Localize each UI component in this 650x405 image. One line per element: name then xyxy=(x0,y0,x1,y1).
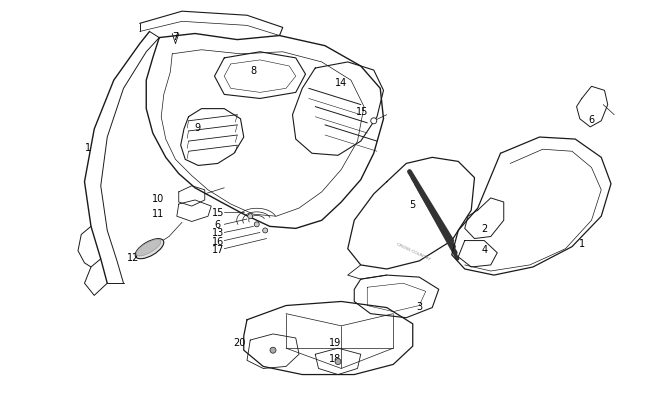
Text: 1: 1 xyxy=(578,238,585,248)
Text: 5: 5 xyxy=(410,200,416,209)
Text: 12: 12 xyxy=(127,252,140,262)
Text: CROSS COUNTRY: CROSS COUNTRY xyxy=(395,241,430,261)
Circle shape xyxy=(370,119,377,124)
Circle shape xyxy=(263,228,268,233)
Circle shape xyxy=(254,222,259,227)
Text: 15: 15 xyxy=(356,107,369,116)
Circle shape xyxy=(335,359,341,364)
Text: 13: 13 xyxy=(212,228,224,238)
Text: 3: 3 xyxy=(416,301,422,311)
Text: 2: 2 xyxy=(481,224,488,234)
Text: 1: 1 xyxy=(84,143,91,153)
Circle shape xyxy=(248,214,253,219)
Text: 16: 16 xyxy=(212,236,224,246)
Ellipse shape xyxy=(136,240,161,256)
Circle shape xyxy=(270,347,276,353)
Text: 15: 15 xyxy=(211,208,224,217)
Text: 9: 9 xyxy=(194,123,200,132)
Text: 6: 6 xyxy=(588,115,595,124)
Text: 4: 4 xyxy=(481,244,488,254)
Text: 14: 14 xyxy=(335,78,347,88)
Text: 20: 20 xyxy=(233,337,246,347)
Text: 18: 18 xyxy=(329,354,341,363)
Text: 11: 11 xyxy=(152,209,164,219)
Ellipse shape xyxy=(135,239,164,259)
Text: 17: 17 xyxy=(211,244,224,254)
Text: 19: 19 xyxy=(329,337,341,347)
Text: 7: 7 xyxy=(172,32,179,41)
Text: 10: 10 xyxy=(152,194,164,203)
Text: 8: 8 xyxy=(250,66,257,76)
Text: 6: 6 xyxy=(214,220,221,230)
